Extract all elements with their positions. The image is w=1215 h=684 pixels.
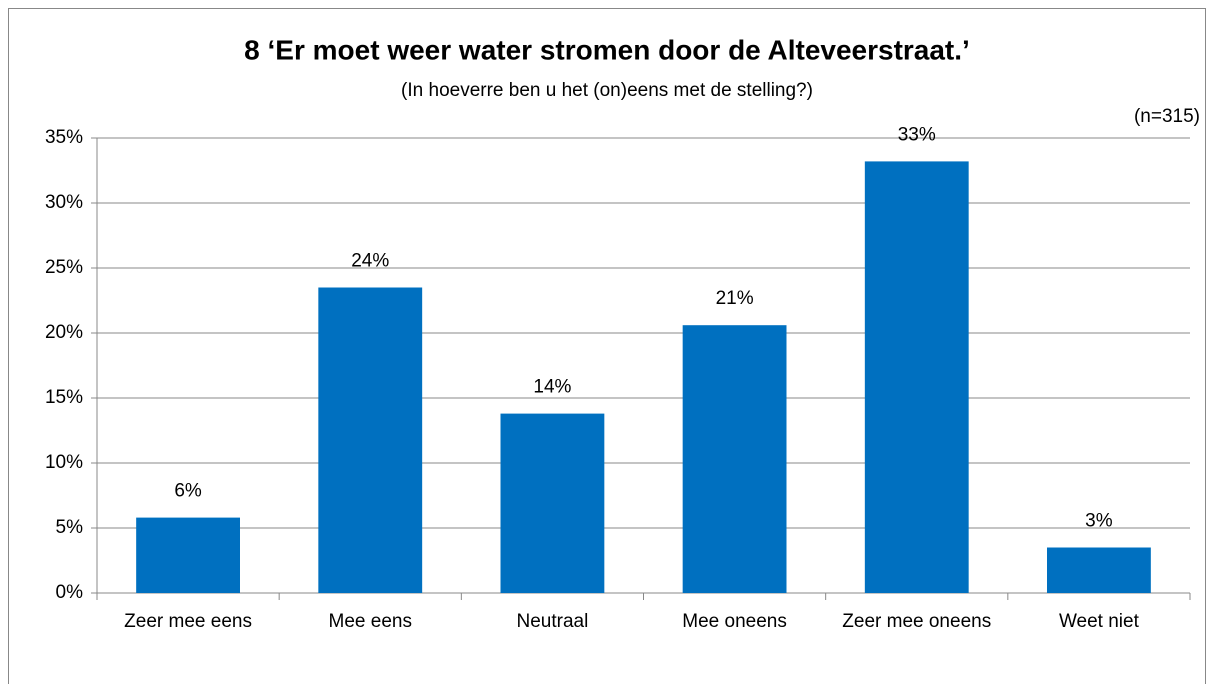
x-tick-label: Weet niet <box>1058 611 1139 632</box>
bar <box>864 161 969 593</box>
data-label: 21% <box>716 288 754 309</box>
x-tick-label: Mee oneens <box>682 611 787 632</box>
bar <box>136 517 241 593</box>
data-label: 24% <box>351 251 389 272</box>
y-tick-label: 0% <box>56 582 84 603</box>
data-label: 3% <box>1085 511 1113 532</box>
x-tick-label: Neutraal <box>516 611 589 632</box>
y-tick-label: 20% <box>45 322 83 343</box>
chart-title: 8 ‘Er moet weer water stromen door de Al… <box>244 34 970 65</box>
bar <box>1046 547 1151 593</box>
bar <box>500 413 605 593</box>
y-tick-label: 25% <box>45 257 83 278</box>
x-tick-label: Zeer mee oneens <box>842 611 992 632</box>
y-tick-label: 5% <box>56 517 84 538</box>
data-label: 14% <box>533 377 571 398</box>
data-label: 33% <box>898 124 936 145</box>
bar <box>682 325 787 593</box>
y-tick-label: 30% <box>45 192 83 213</box>
y-tick-label: 15% <box>45 387 83 408</box>
y-tick-label: 10% <box>45 452 83 473</box>
chart-subtitle: (In hoeverre ben u het (on)eens met de s… <box>401 80 813 101</box>
y-tick-label: 35% <box>45 127 83 148</box>
x-tick-label: Zeer mee eens <box>124 611 252 632</box>
chart-border <box>8 8 1206 684</box>
bar <box>318 287 423 593</box>
annotation: (n=315) <box>1134 106 1200 127</box>
x-tick-label: Mee eens <box>328 611 412 632</box>
data-label: 6% <box>174 481 202 502</box>
